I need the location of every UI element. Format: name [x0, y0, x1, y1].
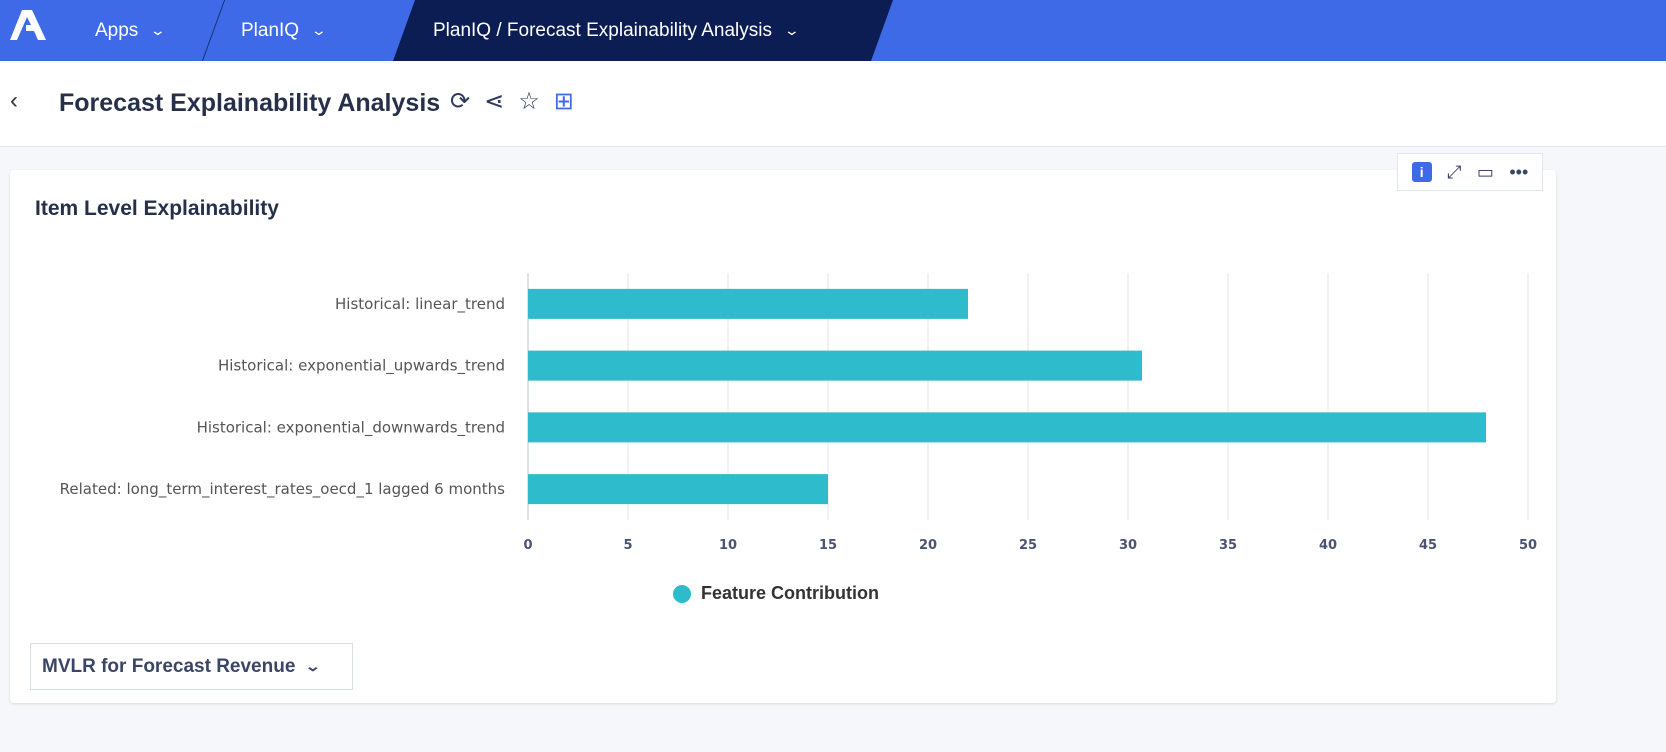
page-menu[interactable]: PlanIQ / Forecast Explainability Analysi…: [433, 0, 801, 61]
chevron-down-icon: ⌄: [305, 658, 322, 674]
anaplan-logo-icon[interactable]: [10, 10, 46, 42]
x-tick-label: 25: [1019, 538, 1037, 553]
more-icon[interactable]: •••: [1509, 161, 1529, 182]
bar: [528, 412, 1486, 443]
x-tick-label: 15: [819, 538, 837, 553]
add-to-page-icon[interactable]: ⊞: [553, 88, 574, 115]
bar: [528, 474, 828, 505]
legend-item[interactable]: Feature Contribution: [673, 583, 879, 604]
page-title: Forecast Explainability Analysis: [59, 89, 441, 117]
expand-icon[interactable]: ⤢: [1447, 161, 1462, 182]
legend-label: Feature Contribution: [701, 583, 879, 603]
page-header: ‹ Forecast Explainability Analysis ⟳ ⋖ ☆…: [0, 61, 1666, 147]
star-icon[interactable]: ☆: [518, 88, 540, 115]
apps-label: Apps: [95, 19, 139, 41]
refresh-icon[interactable]: ⟳: [450, 88, 471, 115]
app-label: PlanIQ: [241, 19, 300, 41]
chevron-down-icon: ⌄: [149, 22, 167, 38]
x-tick-label: 5: [623, 538, 632, 553]
x-tick-label: 10: [719, 538, 737, 553]
bar: [528, 288, 968, 319]
chevron-down-icon: ⌄: [783, 22, 801, 38]
line-item-selector[interactable]: MVLR for Forecast Revenue ⌄: [30, 643, 353, 690]
x-tick-label: 50: [1519, 538, 1537, 553]
x-tick-label: 35: [1219, 538, 1237, 553]
chevron-down-icon: ⌄: [310, 22, 328, 38]
page-label: PlanIQ / Forecast Explainability Analysi…: [433, 19, 772, 41]
breadcrumb-active[interactable]: [393, 0, 893, 61]
x-tick-label: 30: [1119, 538, 1137, 553]
legend-swatch: [673, 584, 691, 603]
card-title: Item Level Explainability: [35, 197, 279, 220]
back-icon[interactable]: ‹: [10, 87, 18, 114]
top-nav-bar: Apps ⌄ PlanIQ ⌄ PlanIQ / Forecast Explaina…: [0, 0, 1666, 61]
y-category-label: Historical: exponential_upwards_trend: [218, 357, 505, 376]
card-toolbar: i ⤢ ▭ •••: [1397, 153, 1543, 191]
app-menu[interactable]: PlanIQ ⌄: [241, 0, 328, 61]
x-tick-label: 20: [919, 538, 937, 553]
x-tick-label: 40: [1319, 538, 1337, 553]
apps-menu[interactable]: Apps ⌄: [95, 0, 167, 61]
bar: [528, 350, 1142, 381]
y-category-label: Historical: linear_trend: [335, 295, 505, 314]
y-category-label: Related: long_term_interest_rates_oecd_1…: [60, 480, 506, 499]
y-category-label: Historical: exponential_downwards_trend: [197, 418, 505, 437]
comment-icon[interactable]: ▭: [1476, 161, 1494, 182]
selector-value: MVLR for Forecast Revenue: [42, 655, 296, 677]
x-tick-label: 45: [1419, 538, 1437, 553]
x-tick-label: 0: [523, 538, 532, 553]
share-icon[interactable]: ⋖: [484, 88, 505, 115]
info-icon[interactable]: i: [1411, 162, 1432, 182]
